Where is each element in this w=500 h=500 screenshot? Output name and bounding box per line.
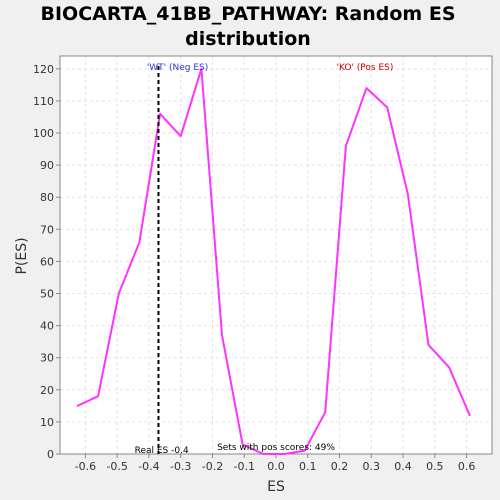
data-point: [324, 411, 327, 414]
es-distribution-line: [77, 67, 471, 455]
data-point: [138, 241, 141, 243]
x-tick-label: 0.0: [267, 460, 285, 473]
annotations: 'WT' (Neg ES) 'KO' (Pos ES) Real ES -0.4…: [135, 63, 394, 456]
data-point: [179, 135, 182, 138]
y-tick-label: 80: [40, 191, 54, 204]
data-point: [468, 414, 471, 417]
y-axis-label: P(ES): [14, 237, 30, 274]
data-point: [262, 453, 265, 455]
y-tick-label: 20: [40, 384, 54, 397]
chart-title: BIOCARTA_41BB_PATHWAY: Random ES distrib…: [40, 3, 455, 50]
y-tick-label: 50: [40, 288, 54, 301]
x-tick-label: -0.3: [170, 460, 191, 473]
x-tick-label: 0.3: [363, 460, 381, 473]
data-point: [200, 68, 203, 70]
y-tick-label: 60: [40, 255, 54, 268]
data-point: [365, 87, 368, 89]
chart-title-line-1: BIOCARTA_41BB_PATHWAY: Random ES: [40, 3, 455, 25]
data-point: [97, 395, 99, 398]
data-point: [386, 106, 388, 109]
y-tick-label: 40: [40, 320, 54, 333]
y-tick-label: 10: [40, 416, 54, 429]
x-tick-label: 0.4: [394, 460, 412, 473]
grid-lines: [60, 56, 492, 455]
data-point: [345, 145, 347, 147]
y-tick-label: 0: [47, 448, 54, 461]
data-point: [159, 112, 161, 115]
data-point: [407, 193, 409, 195]
y-tick-label: 120: [33, 63, 54, 76]
x-tick-label: 0.1: [299, 460, 317, 473]
data-point: [76, 405, 79, 407]
series-layer: [76, 66, 471, 455]
y-tick-label: 30: [40, 352, 54, 365]
x-axis-label: ES: [267, 479, 285, 495]
data-point: [448, 366, 450, 369]
neg-es-label: 'WT' (Neg ES): [147, 63, 208, 73]
y-tick-label: 100: [33, 127, 54, 140]
x-tick-label: -0.2: [202, 460, 223, 473]
data-point: [221, 334, 223, 337]
data-point: [303, 449, 306, 452]
x-tick-label: 0.5: [426, 460, 444, 473]
pos-es-label: 'KO' (Pos ES): [336, 63, 393, 73]
chart-title-line-2: distribution: [185, 28, 311, 50]
x-tick-label: -0.5: [106, 460, 127, 473]
x-tick-label: -0.6: [75, 460, 96, 473]
data-point: [283, 453, 285, 455]
y-tick-label: 110: [33, 95, 54, 108]
x-tick-label: 0.2: [331, 460, 349, 473]
real-es-label: Real ES -0.4: [135, 446, 189, 456]
y-tick-label: 70: [40, 223, 54, 236]
data-point: [241, 443, 244, 446]
y-tick-label: 90: [40, 159, 54, 172]
x-tick-label: -0.1: [234, 460, 255, 473]
x-tick-label: -0.4: [138, 460, 159, 473]
data-point: [117, 292, 120, 295]
data-point: [427, 344, 430, 346]
x-tick-label: 0.6: [458, 460, 476, 473]
pos-score-label: Sets with pos scores: 49%: [217, 443, 335, 453]
